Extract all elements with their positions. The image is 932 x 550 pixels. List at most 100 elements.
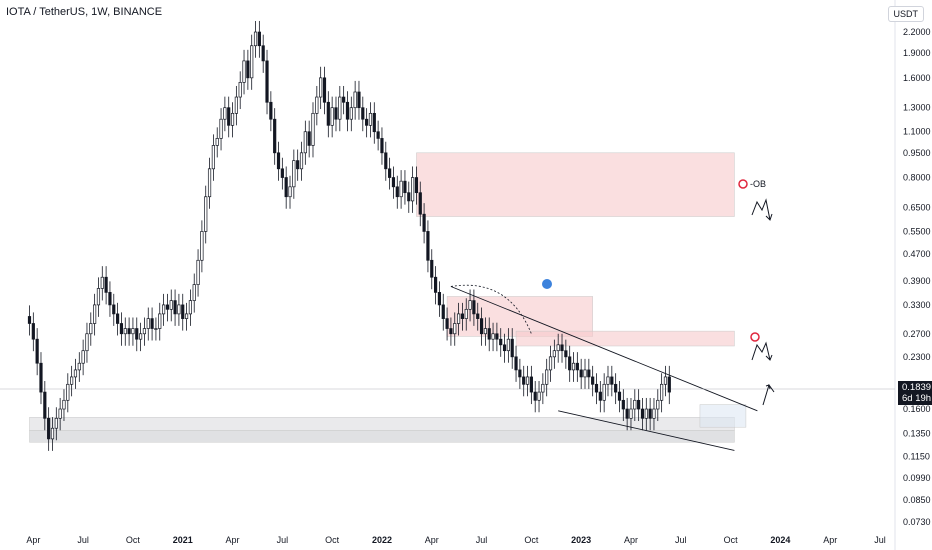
candle-down — [479, 318, 484, 335]
candle-down — [395, 186, 399, 198]
candle-down — [39, 362, 43, 393]
x-tick-label: Jul — [77, 535, 89, 545]
y-tick-label: 0.0850 — [903, 495, 931, 505]
candle-down — [637, 399, 641, 410]
candle-up — [234, 96, 238, 114]
candle-up — [204, 196, 208, 232]
candle-down — [437, 292, 442, 306]
candle-up — [184, 313, 189, 319]
candle-up — [211, 145, 215, 170]
x-tick-label: Jul — [874, 535, 886, 545]
candle-down — [476, 313, 480, 319]
candle-down — [422, 213, 426, 232]
candle-up — [399, 180, 403, 198]
candle-up — [96, 288, 101, 306]
candle-down — [472, 300, 476, 315]
candle-down — [345, 101, 350, 120]
candle-down — [594, 383, 599, 393]
x-tick-label: 2022 — [372, 535, 392, 545]
candle-down — [296, 160, 300, 170]
gray-zone-outer — [29, 430, 735, 443]
candle-up — [652, 408, 656, 419]
candle-down — [587, 369, 591, 378]
y-tick-label: 0.9500 — [903, 148, 931, 158]
candle-up — [253, 31, 258, 47]
candle-down — [564, 350, 568, 358]
x-tick-label: Apr — [823, 535, 837, 545]
currency-badge[interactable]: USDT — [887, 6, 924, 22]
x-tick-label: Apr — [226, 535, 240, 545]
x-tick-label: 2024 — [770, 535, 790, 545]
y-tick-label: 0.5500 — [903, 226, 931, 236]
x-tick-label: Apr — [624, 535, 638, 545]
candle-up — [58, 408, 62, 419]
candle-down — [43, 391, 47, 419]
candle-down — [181, 304, 185, 319]
candle-down — [667, 376, 671, 393]
candle-down — [598, 391, 602, 401]
candle-down — [326, 101, 330, 126]
candle-up — [288, 186, 292, 198]
candle-up — [77, 362, 81, 371]
candle-up — [464, 308, 468, 319]
candle-up — [169, 300, 173, 310]
candle-down — [357, 91, 361, 109]
y-tick-label: 0.2300 — [903, 352, 931, 362]
candle-down — [261, 45, 265, 62]
candle-up — [303, 131, 307, 154]
candle-down — [35, 338, 39, 364]
candle-down — [591, 376, 595, 385]
candle-up — [196, 259, 200, 285]
candle-up — [663, 376, 668, 385]
x-tick-label: Jul — [675, 535, 687, 545]
y-tick-label: 0.2700 — [903, 329, 931, 339]
candle-down — [150, 318, 154, 329]
y-tick-label: 0.3900 — [903, 276, 931, 286]
candle-up — [453, 323, 457, 335]
candle-up — [131, 328, 135, 335]
x-tick-label: Apr — [425, 535, 439, 545]
candle-up — [633, 399, 637, 410]
candle-down — [246, 60, 250, 79]
candle-down — [380, 138, 384, 154]
lower-support — [558, 410, 735, 451]
x-tick-label: Jul — [476, 535, 488, 545]
candle-down — [418, 192, 422, 215]
candle-up — [207, 168, 212, 198]
candle-up — [70, 376, 74, 385]
y-tick-label: 0.1150 — [903, 452, 930, 462]
candle-up — [146, 318, 150, 329]
candle-up — [158, 313, 162, 329]
y-tick-label: 1.1000 — [903, 127, 931, 137]
candle-down — [307, 131, 311, 146]
candle-up — [85, 333, 89, 352]
candle-down — [433, 276, 438, 293]
candle-down — [372, 112, 376, 133]
candle-down — [522, 376, 526, 385]
warning-icon — [750, 332, 760, 342]
candle-down — [27, 316, 32, 324]
blue-zone — [699, 404, 747, 428]
candle-up — [656, 399, 660, 410]
candle-down — [460, 313, 465, 319]
candle-down — [510, 338, 514, 358]
candle-up — [66, 383, 70, 401]
candle-down — [361, 107, 365, 120]
y-tick-label: 1.9000 — [903, 48, 931, 58]
last-price-value: 0.1839 — [902, 382, 932, 393]
candle-up — [338, 96, 342, 120]
candle-up — [602, 383, 606, 401]
candle-down — [426, 231, 430, 261]
candle-up — [368, 112, 373, 126]
candle-up — [525, 376, 530, 385]
candle-up — [250, 45, 254, 79]
candle-up — [411, 177, 415, 202]
candle-down — [165, 304, 170, 310]
y-tick-label: 0.1600 — [903, 404, 931, 414]
symbol-title[interactable]: IOTA / TetherUS, 1W, BINANCE — [6, 6, 163, 18]
candle-down — [47, 417, 51, 440]
candle-down — [227, 107, 231, 126]
candle-up — [73, 369, 78, 378]
